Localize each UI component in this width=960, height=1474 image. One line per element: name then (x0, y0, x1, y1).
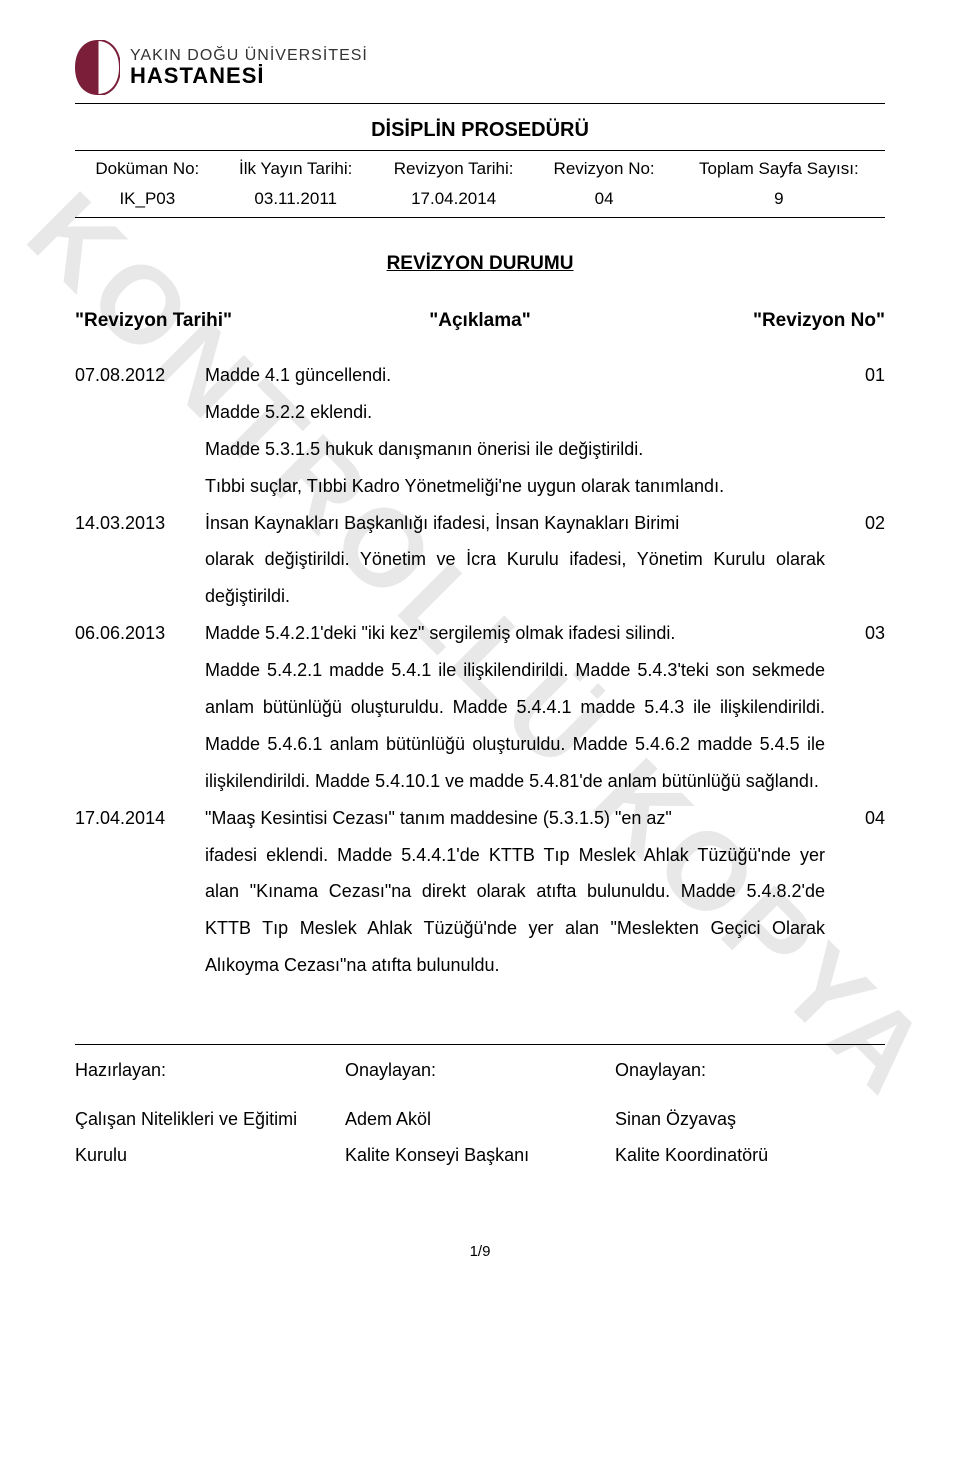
meta-value: 17.04.2014 (374, 185, 534, 215)
revision-date: 07.08.2012 (75, 357, 205, 394)
meta-header: İlk Yayın Tarihi: (220, 153, 372, 183)
revision-number: 04 (845, 800, 885, 837)
signature-block: Hazırlayan: Onaylayan: Onaylayan: Çalışa… (75, 1044, 885, 1173)
revision-row: 17.04.2014"Maaş Kesintisi Cezası" tanım … (75, 800, 885, 837)
meta-value: 03.11.2011 (220, 185, 372, 215)
sig-header: Hazırlayan: (75, 1060, 345, 1081)
rev-header-date: "Revizyon Tarihi" (75, 310, 235, 332)
revision-description: Madde 4.1 güncellendi. (205, 357, 845, 394)
revision-description-cont: Madde 5.3.1.5 hukuk danışmanın önerisi i… (205, 431, 845, 468)
logo-text-line1: YAKIN DOĞU ÜNİVERSİTESİ (130, 47, 368, 65)
revision-row-cont: Madde 5.3.1.5 hukuk danışmanın önerisi i… (75, 431, 885, 468)
sig-line: Kurulu (75, 1137, 345, 1173)
meta-value: 9 (675, 185, 883, 215)
sig-line: Adem Aköl (345, 1101, 615, 1137)
revision-row-cont: Tıbbi suçlar, Tıbbi Kadro Yönetmeliği'ne… (75, 468, 885, 505)
meta-header: Revizyon No: (536, 153, 673, 183)
sig-column: Adem AkölKalite Konseyi Başkanı (345, 1101, 615, 1173)
section-heading: REVİZYON DURUMU (75, 253, 885, 275)
revision-row-cont: ifadesi eklendi. Madde 5.4.4.1'de KTTB T… (75, 837, 885, 985)
rev-header-desc: "Açıklama" (235, 310, 725, 332)
revision-description: "Maaş Kesintisi Cezası" tanım maddesine … (205, 800, 845, 837)
revision-description-cont: Tıbbi suçlar, Tıbbi Kadro Yönetmeliği'ne… (205, 468, 845, 505)
sig-line: Çalışan Nitelikleri ve Eğitimi (75, 1101, 345, 1137)
meta-header: Revizyon Tarihi: (374, 153, 534, 183)
revision-row-cont: Madde 5.4.2.1 madde 5.4.1 ile ilişkilend… (75, 652, 885, 800)
revision-row-cont: olarak değiştirildi. Yönetim ve İcra Kur… (75, 541, 885, 615)
revision-table-header: "Revizyon Tarihi" "Açıklama" "Revizyon N… (75, 310, 885, 332)
revision-number: 03 (845, 615, 885, 652)
document-header: YAKIN DOĞU ÜNİVERSİTESİ HASTANESİ (75, 40, 885, 95)
revision-number: 02 (845, 505, 885, 542)
logo-text-line2: HASTANESİ (130, 64, 368, 88)
meta-header: Doküman No: (77, 153, 218, 183)
revision-date: 14.03.2013 (75, 505, 205, 542)
revision-description: Madde 5.4.2.1'deki "iki kez" sergilemiş … (205, 615, 845, 652)
meta-value: 04 (536, 185, 673, 215)
rev-header-num: "Revizyon No" (725, 310, 885, 332)
revision-row: 06.06.2013Madde 5.4.2.1'deki "iki kez" s… (75, 615, 885, 652)
sig-column: Çalışan Nitelikleri ve EğitimiKurulu (75, 1101, 345, 1173)
sig-line: Sinan Özyavaş (615, 1101, 885, 1137)
sig-header: Onaylayan: (615, 1060, 885, 1081)
sig-line: Kalite Koordinatörü (615, 1137, 885, 1173)
revision-number: 01 (845, 357, 885, 394)
document-title: DİSİPLİN PROSEDÜRÜ (75, 119, 885, 142)
meta-header: Toplam Sayfa Sayısı: (675, 153, 883, 183)
revision-table-body: 07.08.2012Madde 4.1 güncellendi.01Madde … (75, 357, 885, 984)
meta-value: IK_P03 (77, 185, 218, 215)
revision-row: 07.08.2012Madde 4.1 güncellendi.01 (75, 357, 885, 394)
revision-description: İnsan Kaynakları Başkanlığı ifadesi, İns… (205, 505, 845, 542)
logo-icon (75, 40, 120, 95)
sig-column: Sinan ÖzyavaşKalite Koordinatörü (615, 1101, 885, 1173)
revision-description-cont: Madde 5.4.2.1 madde 5.4.1 ile ilişkilend… (205, 652, 845, 800)
revision-row-cont: Madde 5.2.2 eklendi. (75, 394, 885, 431)
revision-description-cont: ifadesi eklendi. Madde 5.4.4.1'de KTTB T… (205, 837, 845, 985)
revision-date: 06.06.2013 (75, 615, 205, 652)
page-number: 1/9 (75, 1243, 885, 1260)
sig-header: Onaylayan: (345, 1060, 615, 1081)
document-meta-table: Doküman No: İlk Yayın Tarihi: Revizyon T… (75, 150, 885, 218)
revision-date: 17.04.2014 (75, 800, 205, 837)
logo-block: YAKIN DOĞU ÜNİVERSİTESİ HASTANESİ (75, 40, 368, 95)
sig-line: Kalite Konseyi Başkanı (345, 1137, 615, 1173)
revision-description-cont: olarak değiştirildi. Yönetim ve İcra Kur… (205, 541, 845, 615)
revision-row: 14.03.2013İnsan Kaynakları Başkanlığı if… (75, 505, 885, 542)
revision-description-cont: Madde 5.2.2 eklendi. (205, 394, 845, 431)
